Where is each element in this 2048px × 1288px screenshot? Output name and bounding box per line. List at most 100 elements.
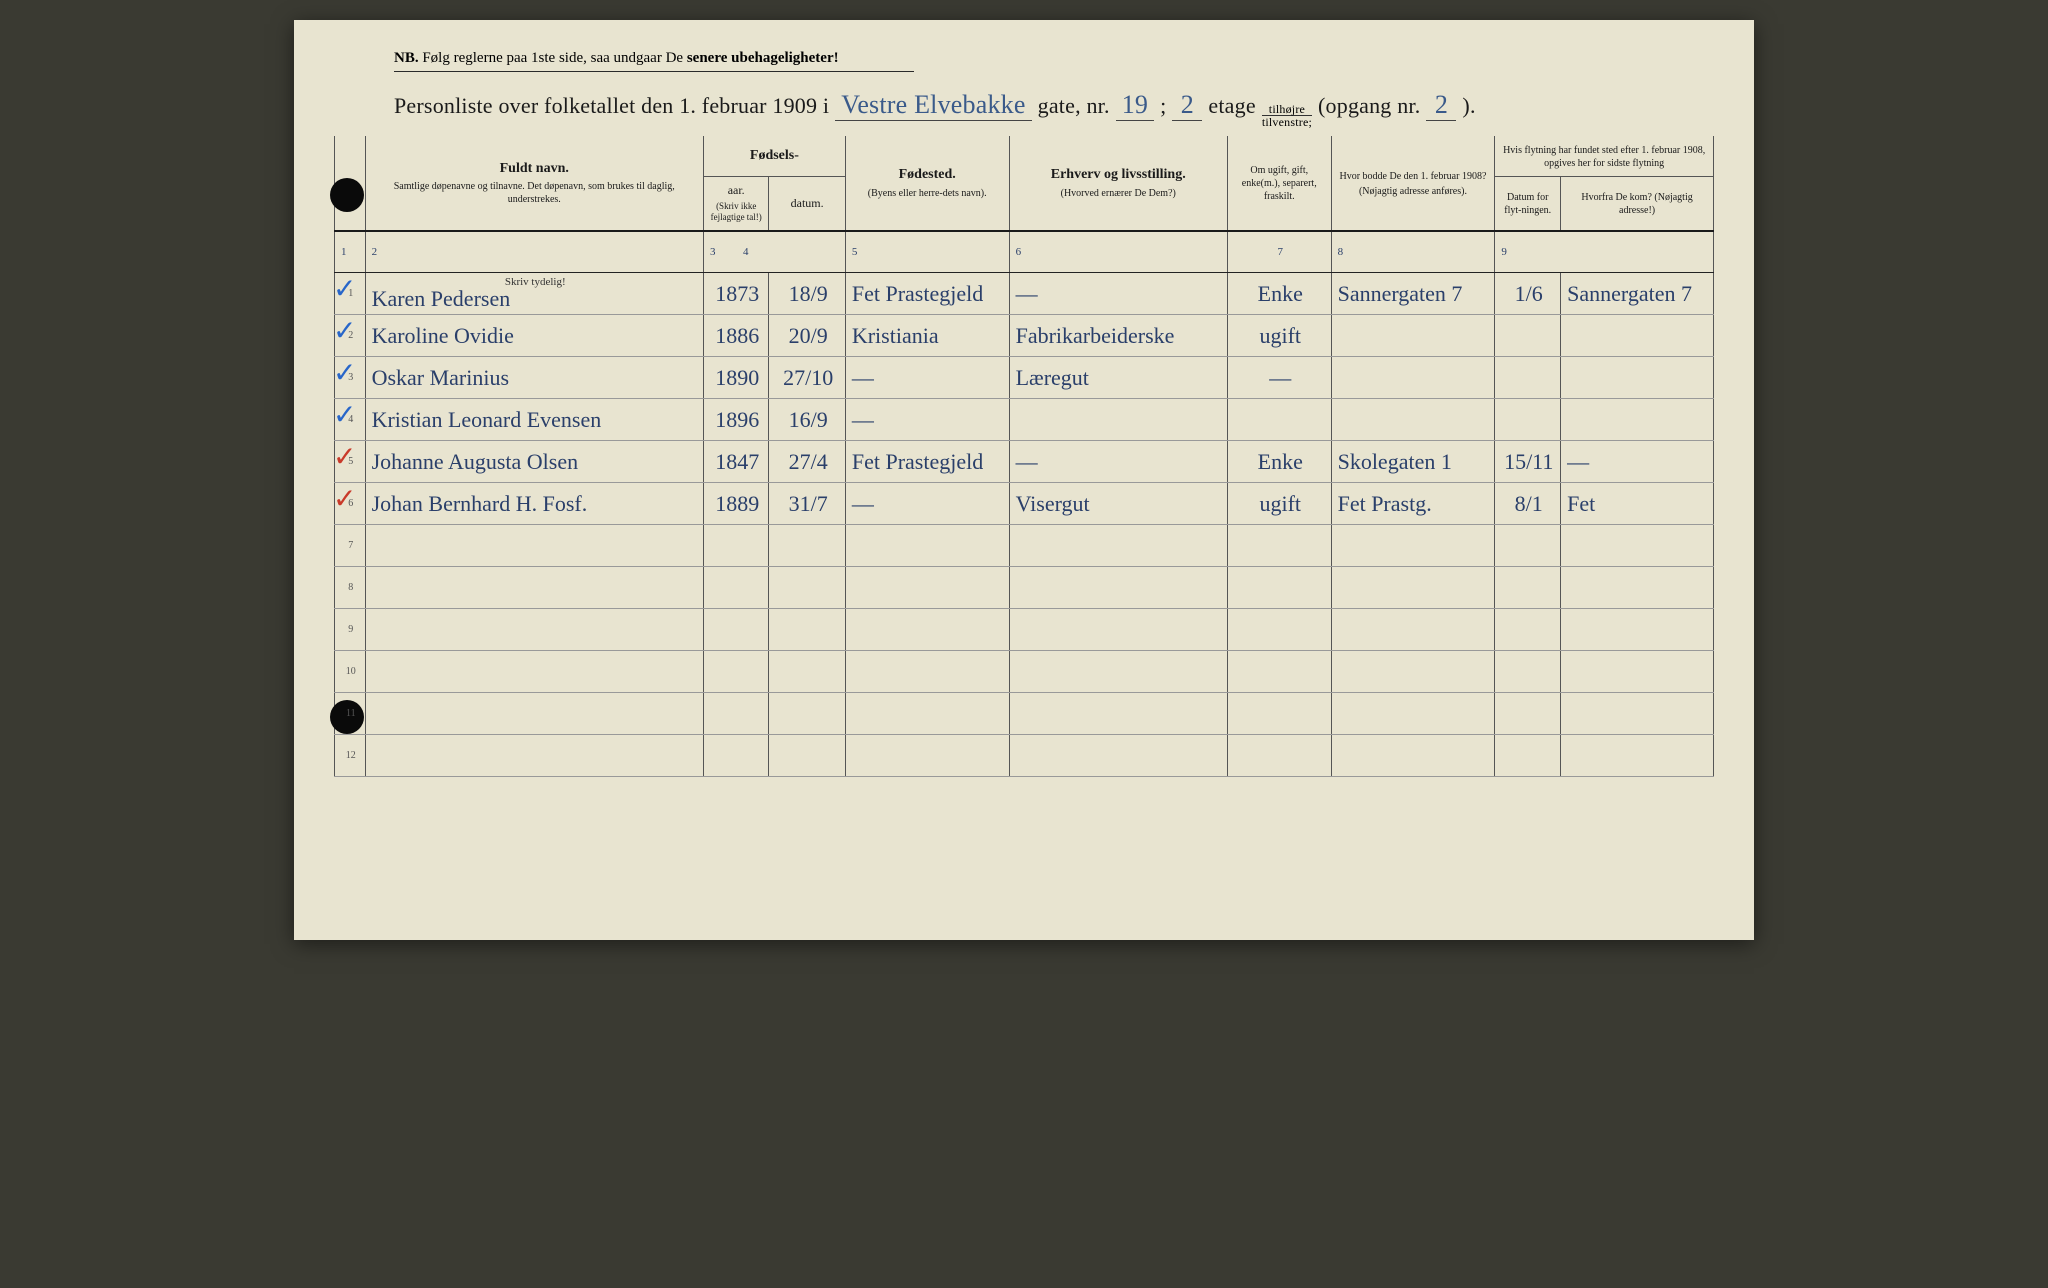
cell-name <box>365 735 703 777</box>
cell-hvorfra <box>1561 357 1714 399</box>
cell-1908: Skolegaten 1 <box>1331 441 1495 483</box>
cell-flyt-datum <box>1495 315 1561 357</box>
frac-bot: tilvenstre; <box>1262 116 1312 128</box>
cell-flyt-datum <box>1495 651 1561 693</box>
cell-fodested <box>845 609 1009 651</box>
cell-datum <box>769 525 845 567</box>
cell-aar: 1847 <box>703 441 768 483</box>
cell-hvorfra <box>1561 609 1714 651</box>
cell-1908: Sannergaten 7 <box>1331 273 1495 315</box>
cell-1908 <box>1331 609 1495 651</box>
hdr-flyt-group: Hvis flytning har fundet sted efter 1. f… <box>1495 136 1714 177</box>
cell-hvorfra <box>1561 735 1714 777</box>
cell-aar: 1873 <box>703 273 768 315</box>
cell-fodested: Fet Prastegjeld <box>845 273 1009 315</box>
row-number: 10 <box>335 651 366 693</box>
table-row: 8 <box>335 567 1714 609</box>
hdr-fodested: Fødested. (Byens eller herre-dets navn). <box>845 136 1009 231</box>
cell-hvorfra <box>1561 567 1714 609</box>
hdr-fodsels-group: Fødsels- <box>703 136 845 177</box>
cell-hvorfra <box>1561 651 1714 693</box>
nb-notice: NB. Følg reglerne paa 1ste side, saa und… <box>394 50 914 72</box>
hdr-aar: aar. (Skriv ikke fejlagtige tal!) <box>703 177 768 231</box>
nb-bold: senere ubehageligheter! <box>687 50 839 66</box>
title-p6: ). <box>1462 93 1475 119</box>
check-mark-icon: ✓ <box>333 401 356 429</box>
cell-erhverv <box>1009 651 1227 693</box>
cell-1908 <box>1331 693 1495 735</box>
cell-flyt-datum <box>1495 567 1561 609</box>
cell-aar: 1886 <box>703 315 768 357</box>
cell-name: Johan Bernhard H. Fosf. <box>365 483 703 525</box>
side-fraction: tilhøjre tilvenstre; <box>1262 103 1312 128</box>
row-number: ✓4 <box>335 399 366 441</box>
cell-erhverv <box>1009 693 1227 735</box>
table-row: 7 <box>335 525 1714 567</box>
cell-flyt-datum <box>1495 357 1561 399</box>
cell-1908: Fet Prastg. <box>1331 483 1495 525</box>
table-body: ✓1Skriv tydelig!Karen Pedersen187318/9Fe… <box>335 273 1714 777</box>
cell-1908 <box>1331 735 1495 777</box>
cell-flyt-datum <box>1495 609 1561 651</box>
cell-flyt-datum <box>1495 735 1561 777</box>
table-row: 10 <box>335 651 1714 693</box>
cell-ugift: ugift <box>1227 315 1331 357</box>
cell-fodested: — <box>845 357 1009 399</box>
row-number: 12 <box>335 735 366 777</box>
cell-datum: 31/7 <box>769 483 845 525</box>
cell-1908 <box>1331 525 1495 567</box>
cell-aar <box>703 609 768 651</box>
cell-name <box>365 567 703 609</box>
cell-datum: 27/4 <box>769 441 845 483</box>
row-number: 8 <box>335 567 366 609</box>
colnum: 3 4 <box>703 231 845 273</box>
cell-1908 <box>1331 567 1495 609</box>
cell-name: Karoline Ovidie <box>365 315 703 357</box>
form-title: Personliste over folketallet den 1. febr… <box>394 90 1694 128</box>
cell-aar <box>703 567 768 609</box>
cell-erhverv <box>1009 609 1227 651</box>
table-row: ✓5Johanne Augusta Olsen184727/4Fet Prast… <box>335 441 1714 483</box>
colnum: 7 <box>1227 231 1331 273</box>
column-numbers-row: 1 2 3 4 5 6 7 8 9 <box>335 231 1714 273</box>
colnum: 2 <box>365 231 703 273</box>
cell-datum <box>769 693 845 735</box>
cell-ugift: — <box>1227 357 1331 399</box>
cell-datum: 16/9 <box>769 399 845 441</box>
cell-erhverv: — <box>1009 273 1227 315</box>
cell-aar <box>703 525 768 567</box>
table-row: ✓3Oskar Marinius189027/10—Læregut— <box>335 357 1714 399</box>
row-number: ✓2 <box>335 315 366 357</box>
cell-aar: 1890 <box>703 357 768 399</box>
row-number: ✓5 <box>335 441 366 483</box>
check-mark-icon: ✓ <box>333 485 356 513</box>
cell-erhverv <box>1009 735 1227 777</box>
hdr-name: Fuldt navn. Samtlige døpenavne og tilnav… <box>365 136 703 231</box>
hdr-flyt-datum: Datum for flyt-ningen. <box>1495 177 1561 231</box>
hdr-1908: Hvor bodde De den 1. februar 1908? (Nøja… <box>1331 136 1495 231</box>
cell-fodested <box>845 651 1009 693</box>
cell-aar <box>703 651 768 693</box>
cell-datum: 27/10 <box>769 357 845 399</box>
colnum: 5 <box>845 231 1009 273</box>
table-header: Fuldt navn. Samtlige døpenavne og tilnav… <box>335 136 1714 231</box>
cell-hvorfra <box>1561 693 1714 735</box>
cell-erhverv: Læregut <box>1009 357 1227 399</box>
title-p2: gate, nr. <box>1038 93 1110 119</box>
cell-name <box>365 609 703 651</box>
cell-flyt-datum <box>1495 399 1561 441</box>
cell-datum: 20/9 <box>769 315 845 357</box>
cell-1908 <box>1331 357 1495 399</box>
street-field: Vestre Elvebakke <box>835 90 1031 121</box>
cell-fodested: Kristiania <box>845 315 1009 357</box>
title-p3: ; <box>1160 93 1166 119</box>
cell-hvorfra <box>1561 525 1714 567</box>
cell-flyt-datum: 8/1 <box>1495 483 1561 525</box>
colnum: 6 <box>1009 231 1227 273</box>
table-row: 11 <box>335 693 1714 735</box>
house-nr-field: 19 <box>1116 90 1154 121</box>
nb-text: Følg reglerne paa 1ste side, saa undgaar… <box>422 50 683 66</box>
cell-fodested: — <box>845 399 1009 441</box>
cell-fodested <box>845 693 1009 735</box>
cell-erhverv: Visergut <box>1009 483 1227 525</box>
